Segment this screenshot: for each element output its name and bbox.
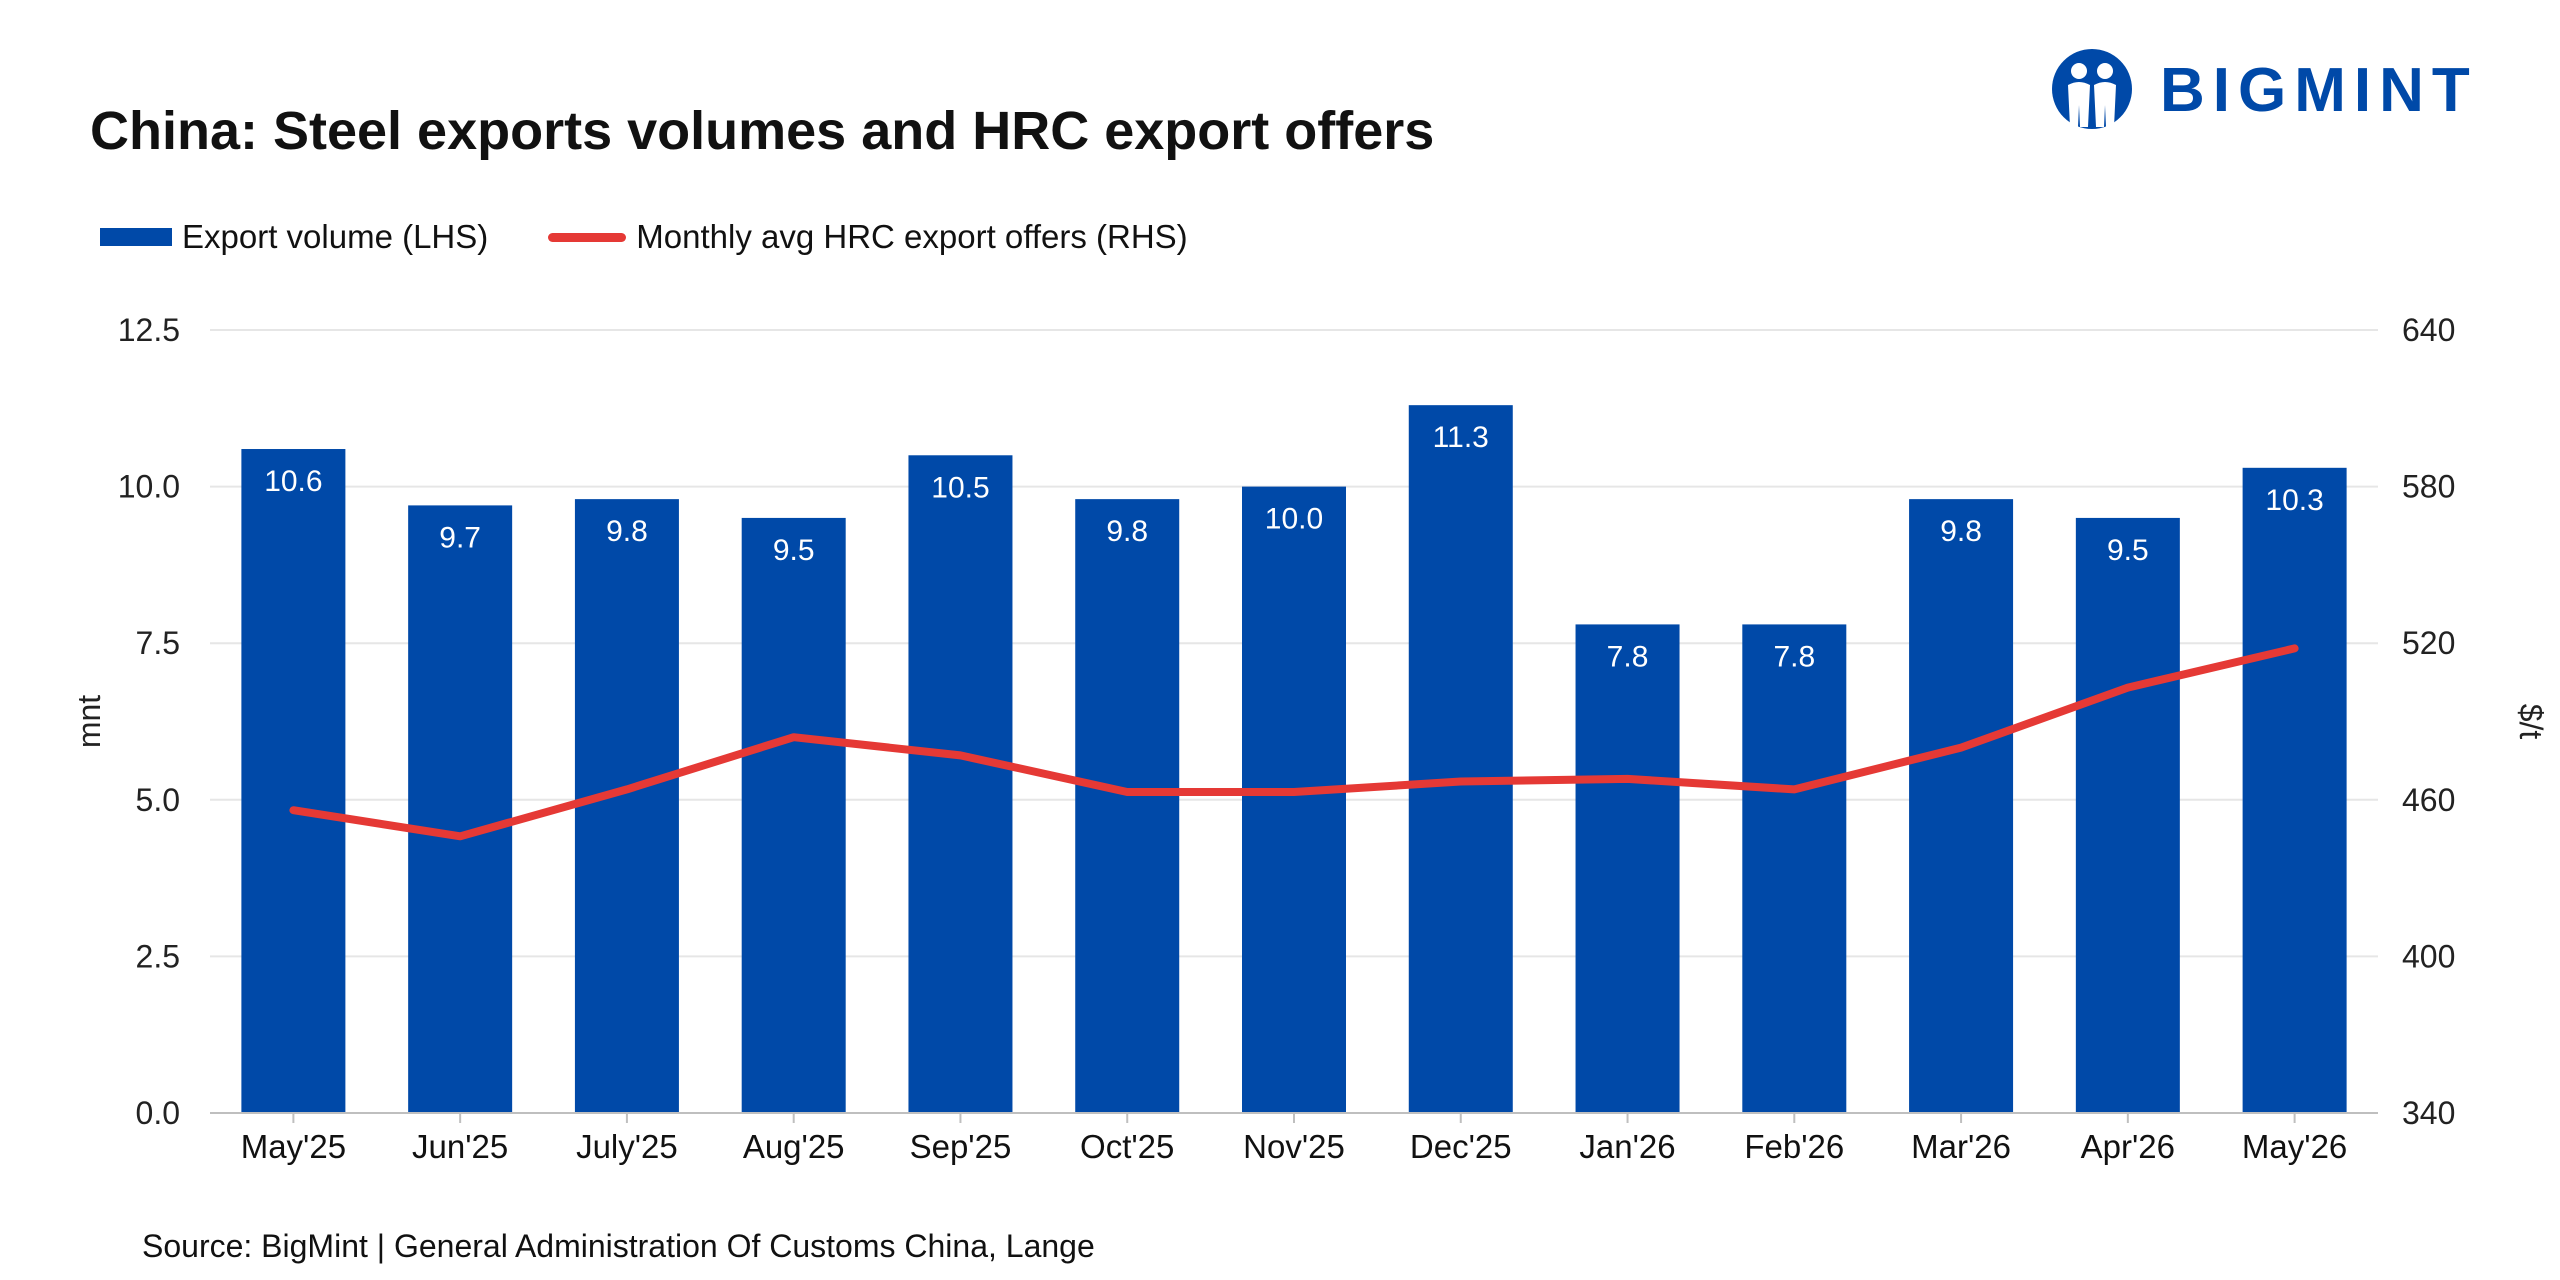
y-left-tick-label: 2.5	[136, 938, 180, 974]
bar-data-label: 9.8	[1106, 515, 1148, 548]
bar	[908, 455, 1013, 1113]
x-tick-label: July'25	[576, 1128, 678, 1165]
brand-logo: BIGMINT	[2050, 40, 2478, 140]
bar	[241, 449, 346, 1113]
y-right-tick-label: 580	[2402, 469, 2455, 505]
bar	[1742, 624, 1847, 1113]
bar	[1242, 486, 1346, 1114]
x-tick-label: Mar'26	[1911, 1128, 2011, 1165]
bar-data-label: 10.0	[1265, 503, 1323, 536]
legend-item-hrc-offers: Monthly avg HRC export offers (RHS)	[548, 218, 1188, 256]
bar	[2075, 517, 2180, 1113]
y-right-axis-label: $/t	[2513, 704, 2549, 740]
bar	[1075, 499, 1180, 1113]
bar-data-label: 10.6	[264, 465, 322, 498]
x-tick-label: Sep'25	[910, 1128, 1012, 1165]
bar-data-label: 11.3	[1433, 421, 1489, 454]
bar-data-label: 9.5	[2107, 534, 2149, 567]
legend-item-export-volume: Export volume (LHS)	[100, 218, 488, 256]
x-tick-label: Oct'25	[1080, 1128, 1174, 1165]
legend-label-export-volume: Export volume (LHS)	[182, 218, 489, 255]
y-left-tick-label: 0.0	[136, 1095, 180, 1131]
x-tick-label: Jan'26	[1579, 1128, 1675, 1165]
chart-title: China: Steel exports volumes and HRC exp…	[90, 101, 1435, 161]
y-right-tick-label: 520	[2402, 625, 2455, 661]
x-tick-label: Dec'25	[1410, 1128, 1512, 1165]
bar	[1408, 405, 1513, 1114]
y-left-tick-label: 7.5	[136, 625, 180, 661]
legend-label-hrc-offers: Monthly avg HRC export offers (RHS)	[636, 218, 1188, 255]
brand-name: BIGMINT	[2160, 55, 2478, 125]
x-tick-label: Nov'25	[1243, 1128, 1345, 1165]
y-right-tick-label: 340	[2402, 1095, 2455, 1131]
y-right-tick-label: 640	[2402, 312, 2455, 348]
bar	[741, 517, 846, 1113]
people-logo-icon	[2052, 49, 2132, 129]
source-note: Source: BigMint | General Administration…	[142, 1228, 1095, 1264]
legend-swatch-bar	[100, 228, 172, 246]
bar-data-label: 9.8	[1940, 515, 1982, 548]
bar	[408, 505, 513, 1114]
bar-data-label: 9.8	[606, 515, 648, 548]
bar	[2242, 467, 2347, 1114]
chart-legend: Export volume (LHS) Monthly avg HRC expo…	[100, 218, 1248, 256]
y-left-tick-label: 12.5	[118, 312, 180, 348]
y-right-tick-label: 400	[2402, 938, 2455, 974]
bar	[574, 499, 679, 1113]
x-tick-label: May'25	[241, 1128, 346, 1165]
x-tick-label: Apr'26	[2081, 1128, 2175, 1165]
legend-swatch-line	[548, 232, 627, 242]
hrc-offers-line	[289, 644, 2299, 841]
x-tick-label: Aug'25	[743, 1128, 845, 1165]
bar	[1909, 499, 2014, 1113]
y-left-tick-label: 5.0	[136, 782, 180, 818]
bar-data-label: 10.5	[931, 471, 989, 504]
y-left-axis-label: mnt	[71, 695, 107, 748]
x-tick-label: Feb'26	[1744, 1128, 1844, 1165]
bar-data-label: 9.5	[773, 534, 815, 567]
y-left-tick-label: 10.0	[118, 469, 180, 505]
bar-data-label: 9.7	[439, 521, 481, 554]
x-tick-label: May'26	[2242, 1128, 2347, 1165]
bar-data-label: 10.3	[2265, 484, 2323, 517]
bar	[1575, 624, 1680, 1113]
bar-data-label: 7.8	[1773, 640, 1815, 673]
y-right-tick-label: 460	[2402, 782, 2455, 818]
x-tick-label: Jun'25	[412, 1128, 508, 1165]
bar-data-label: 7.8	[1607, 640, 1649, 673]
